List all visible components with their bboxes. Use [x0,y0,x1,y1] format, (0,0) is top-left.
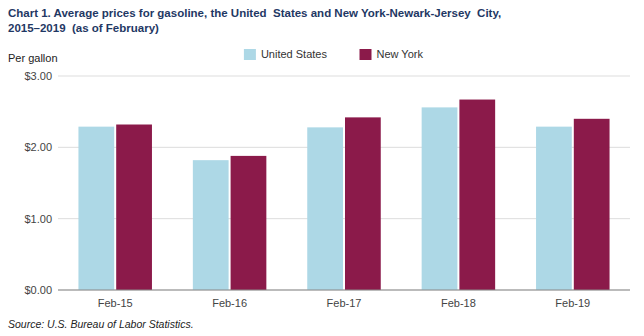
x-tick-label: Feb-18 [441,297,476,309]
legend: United States New York [244,48,424,60]
annotation: Source: U.S. Bureau of Labor Statistics. [8,318,194,330]
subtitle: 2015–2019 (as of February) [8,22,159,34]
bars [78,100,609,290]
y-tick-label: $1.00 [24,213,52,225]
bar [536,127,572,290]
bar [78,127,114,290]
chart: Chart 1. Average prices for gasoline, th… [0,0,644,336]
x-tick-label: Feb-17 [327,297,362,309]
y-axis-label: Per gallon [8,52,58,64]
bar [574,119,610,290]
bar [422,107,458,290]
x-tick-label: Feb-16 [212,297,247,309]
bar [231,156,267,290]
grid-line [58,76,630,77]
grid-line [58,290,630,291]
bar [307,127,343,290]
title: Chart 1. Average prices for gasoline, th… [8,7,501,19]
bar [345,117,381,290]
legend-swatch [244,49,256,60]
legend-swatch [360,49,372,60]
bar [116,125,152,290]
y-axis: $0.00 $1.00 $2.00 $3.00 [24,70,630,296]
bar [459,100,495,290]
legend-label: New York [377,48,424,60]
chart-container: Chart 1. Average prices for gasoline, th… [0,0,644,336]
x-axis-line [58,290,630,291]
legend-label: United States [261,48,328,60]
bar [193,160,229,290]
y-tick-label: $0.00 [24,284,52,296]
y-tick-label: $2.00 [24,141,52,153]
x-tick-label: Feb-15 [98,297,133,309]
x-tick-label: Feb-19 [555,297,590,309]
y-tick-label: $3.00 [24,70,52,82]
x-axis: Feb-15 Feb-16 Feb-17 Feb-18 Feb-19 [58,290,630,309]
